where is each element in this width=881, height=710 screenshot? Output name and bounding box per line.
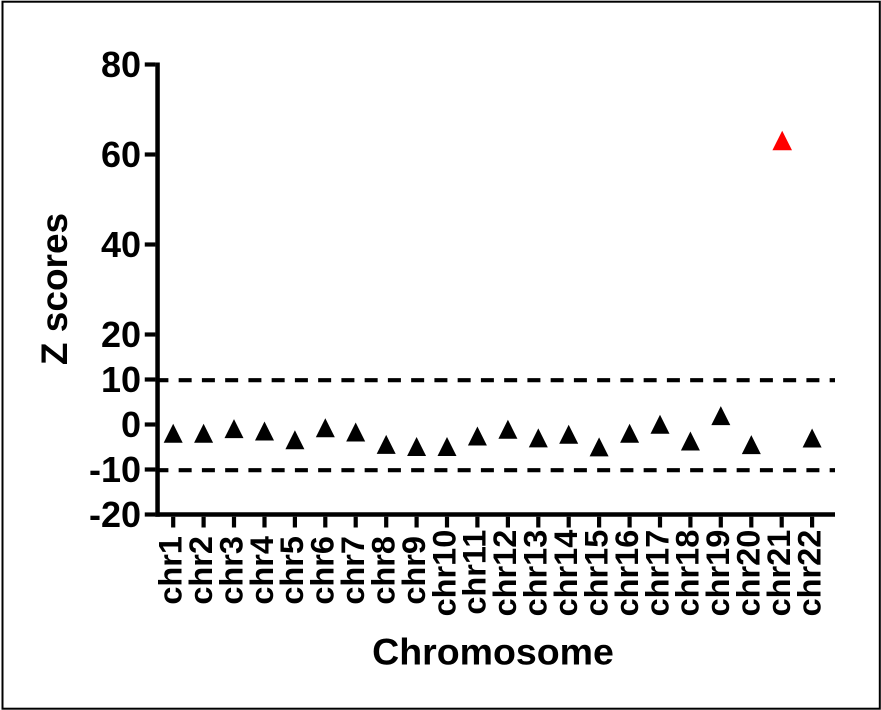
svg-text:-20: -20 <box>89 494 141 535</box>
svg-text:chr3: chr3 <box>213 536 249 605</box>
svg-text:-10: -10 <box>89 449 141 490</box>
svg-text:chr7: chr7 <box>335 536 371 605</box>
svg-text:chr17: chr17 <box>639 530 675 617</box>
svg-text:chr8: chr8 <box>366 536 402 605</box>
svg-text:chr21: chr21 <box>761 530 797 617</box>
svg-text:chr5: chr5 <box>274 536 310 605</box>
svg-text:chr20: chr20 <box>731 530 767 617</box>
svg-text:chr12: chr12 <box>487 530 523 617</box>
svg-text:chr1: chr1 <box>153 536 189 605</box>
svg-text:chr13: chr13 <box>518 530 554 617</box>
svg-text:Chromosome: Chromosome <box>372 631 614 673</box>
svg-text:chr4: chr4 <box>244 536 280 605</box>
svg-text:chr15: chr15 <box>578 530 614 617</box>
svg-text:80: 80 <box>101 44 141 85</box>
svg-text:chr22: chr22 <box>791 530 827 617</box>
svg-text:60: 60 <box>101 134 141 175</box>
svg-text:chr19: chr19 <box>700 530 736 617</box>
svg-text:0: 0 <box>121 404 141 445</box>
svg-text:chr18: chr18 <box>670 530 706 617</box>
svg-text:chr9: chr9 <box>396 536 432 605</box>
svg-text:10: 10 <box>101 359 141 400</box>
svg-text:chr10: chr10 <box>426 530 462 617</box>
svg-text:20: 20 <box>101 314 141 355</box>
svg-text:chr2: chr2 <box>183 536 219 605</box>
svg-text:Z scores: Z scores <box>34 213 75 365</box>
svg-text:40: 40 <box>101 224 141 265</box>
svg-text:chr14: chr14 <box>548 530 584 617</box>
svg-text:chr16: chr16 <box>609 530 645 617</box>
svg-text:chr11: chr11 <box>457 530 493 615</box>
svg-text:chr6: chr6 <box>305 536 341 605</box>
